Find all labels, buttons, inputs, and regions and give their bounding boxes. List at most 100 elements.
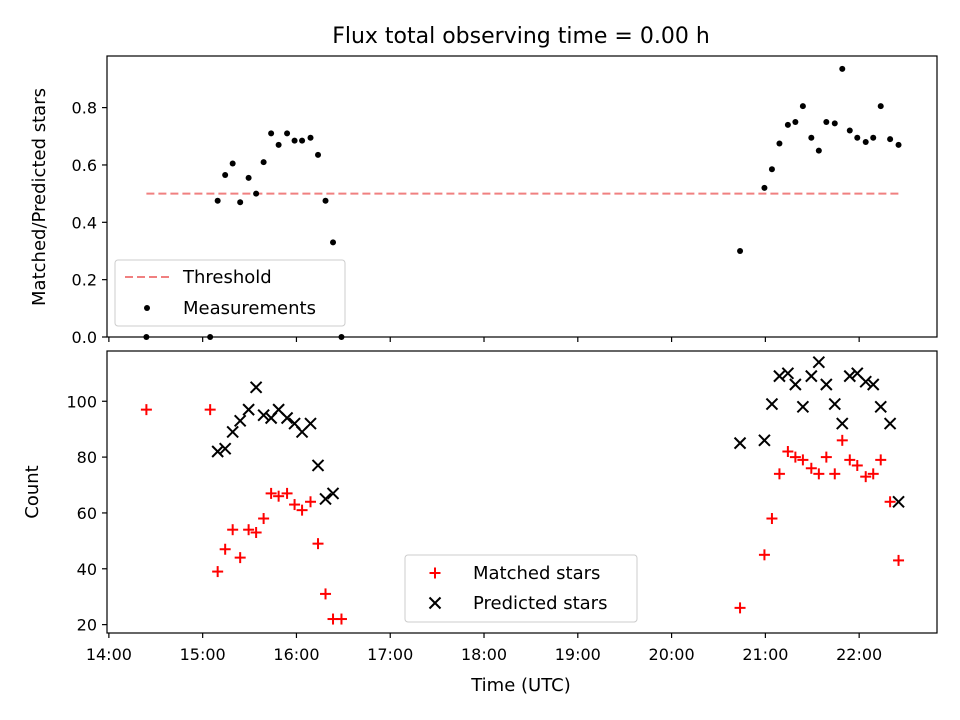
predicted-star-point xyxy=(218,442,232,455)
predicted-star-point xyxy=(733,436,747,450)
matched-star-point xyxy=(860,471,872,483)
predicted-star-point xyxy=(874,400,887,414)
ratio-legend-box xyxy=(114,259,346,327)
count-marks xyxy=(140,355,905,625)
count-y-tick-label: 80 xyxy=(77,448,97,467)
count-plot-frame xyxy=(106,350,938,634)
measurement-point xyxy=(839,65,846,72)
count-legend-box xyxy=(404,554,638,623)
ratio-marks xyxy=(143,65,902,340)
legend-predicted-swatch xyxy=(428,596,442,610)
ratio-y-tick-label: 0.0 xyxy=(72,328,97,347)
ratio-y-axis: 0.0 0.2 0.4 0.6 0.8 xyxy=(72,99,107,347)
measurement-point xyxy=(808,134,815,141)
matched-star-point xyxy=(773,468,785,480)
count-y-axis: 20 40 60 80 100 xyxy=(66,392,107,635)
measurement-point xyxy=(792,118,799,125)
matched-star-point xyxy=(320,588,332,600)
measurement-point xyxy=(862,139,869,146)
measurement-point xyxy=(245,174,252,181)
x-tick-label: 15:00 xyxy=(180,645,226,664)
ratio-y-tick-label: 0.8 xyxy=(72,99,97,118)
legend-predicted-label: Predicted stars xyxy=(473,593,607,614)
measurement-point xyxy=(776,140,783,147)
measurement-point xyxy=(284,130,291,137)
matched-star-point xyxy=(805,462,817,474)
measurement-point xyxy=(307,134,314,141)
matched-star-point xyxy=(234,552,246,564)
legend-predicted-marker xyxy=(428,596,442,610)
predicted-star-point xyxy=(828,397,841,411)
matched-star-point xyxy=(335,613,347,625)
legend-measurements-label: Measurements xyxy=(183,298,316,319)
predicted-star-point xyxy=(758,434,771,447)
x-tick-label: 19:00 xyxy=(555,645,601,664)
matched-star-point xyxy=(281,487,293,499)
legend-threshold-label: Threshold xyxy=(182,267,272,288)
count-y-tick-label: 20 xyxy=(77,616,97,635)
x-tick-label: 21:00 xyxy=(742,645,788,664)
count-legend: Matched stars Predicted stars xyxy=(404,554,638,623)
ratio-panel: 0.00.20.40.60.8 Matched/Predicted stars … xyxy=(29,55,938,347)
matched-star-point xyxy=(820,451,832,463)
measurement-point xyxy=(831,120,838,127)
measurement-point xyxy=(260,159,267,166)
matched-star-point xyxy=(312,538,324,550)
measurement-point xyxy=(299,137,306,144)
matched-star-point xyxy=(884,496,896,508)
predicted-star-point xyxy=(812,355,826,369)
matched-star-point xyxy=(851,459,863,471)
measurement-point xyxy=(291,137,298,144)
count-panel: 20 40 60 80 100 14:00 15:00 16:00 17:00 18:00 19:… xyxy=(22,350,938,696)
predicted-star-point xyxy=(820,378,833,391)
predicted-star-point xyxy=(883,417,897,430)
predicted-star-point xyxy=(796,400,810,414)
predicted-star-point xyxy=(319,492,332,506)
x-tick-label: 20:00 xyxy=(649,645,695,664)
measurement-point xyxy=(237,199,244,206)
measurement-point xyxy=(737,247,744,254)
ratio-y-tick-label: 0.4 xyxy=(72,213,97,232)
ratio-plot-frame xyxy=(106,55,938,338)
measurement-point xyxy=(815,147,822,154)
predicted-star-point xyxy=(233,414,247,428)
measurement-point xyxy=(322,197,329,204)
matched-star-point xyxy=(250,526,262,538)
matched-star-point xyxy=(844,454,856,466)
matched-star-point xyxy=(265,487,277,499)
matched-star-point xyxy=(797,454,809,466)
predicted-star-point xyxy=(257,409,270,422)
predicted-star-point xyxy=(781,367,795,380)
matched-star-point xyxy=(766,513,778,525)
measurement-point xyxy=(214,197,221,204)
measurement-point xyxy=(330,239,337,246)
count-y-tick-label: 40 xyxy=(77,560,97,579)
predicted-star-point xyxy=(805,369,818,383)
ratio-y-tick-label: 0.6 xyxy=(72,156,97,175)
legend-matched-marker xyxy=(429,567,441,579)
measurement-point xyxy=(870,134,877,141)
matched-star-point xyxy=(875,454,887,466)
measurement-point xyxy=(768,166,775,173)
count-y-tick-label: 100 xyxy=(66,392,97,411)
matched-star-point xyxy=(296,504,308,516)
measurement-point xyxy=(253,190,260,197)
measurement-point xyxy=(854,134,861,141)
predicted-star-point xyxy=(843,369,856,383)
ratio-legend: Threshold Measurements xyxy=(114,259,346,327)
matched-star-point xyxy=(305,496,317,508)
predicted-star-point xyxy=(304,417,317,430)
matched-star-point xyxy=(140,404,152,416)
matched-star-point xyxy=(782,446,794,458)
measurement-point xyxy=(229,160,236,167)
measurement-point xyxy=(887,136,894,143)
x-tick-label: 16:00 xyxy=(273,645,319,664)
predicted-star-point xyxy=(765,397,779,411)
predicted-star-point xyxy=(311,459,325,472)
matched-star-point xyxy=(243,524,255,536)
matched-star-point xyxy=(734,602,746,614)
count-y-label: Count xyxy=(22,465,43,518)
predicted-star-point xyxy=(226,425,239,439)
x-tick-label: 17:00 xyxy=(367,645,413,664)
